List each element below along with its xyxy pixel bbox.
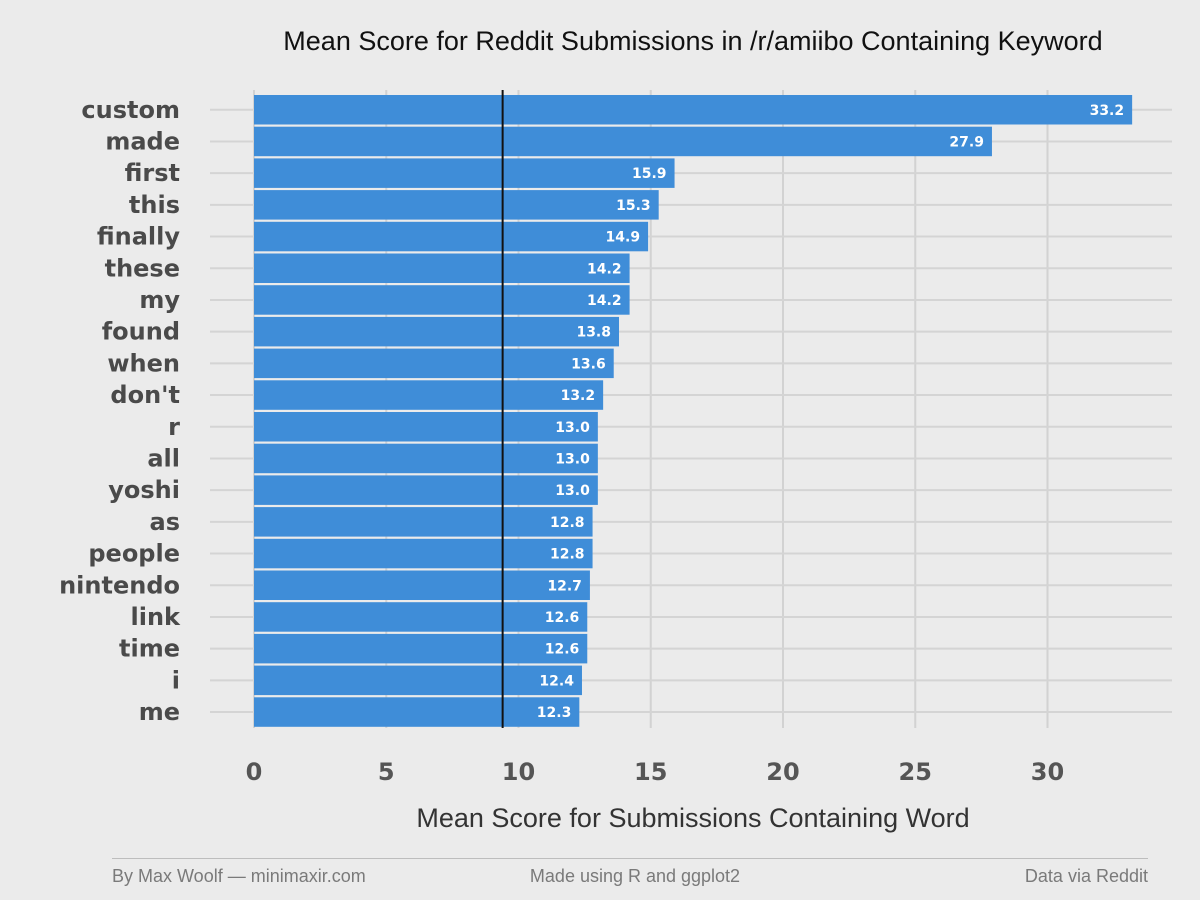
bar-this <box>254 190 659 220</box>
data-label: 12.7 <box>547 578 582 594</box>
category-label: my <box>139 286 180 314</box>
data-label: 14.9 <box>606 230 641 246</box>
category-label: nintendo <box>59 571 180 599</box>
data-label: 12.3 <box>537 705 572 721</box>
bar-as <box>254 507 593 537</box>
bar-made <box>254 126 992 157</box>
bar-link <box>254 602 588 632</box>
category-label: these <box>105 254 180 282</box>
bar-my <box>254 285 630 315</box>
data-label: 12.8 <box>550 515 585 531</box>
bar-custom <box>254 95 1133 125</box>
x-tick-label: 30 <box>1031 758 1064 786</box>
x-tick-label: 0 <box>246 758 263 786</box>
data-label: 27.9 <box>949 134 984 150</box>
bar-all <box>254 443 598 474</box>
data-label: 13.8 <box>576 325 611 341</box>
category-label: found <box>102 318 180 346</box>
data-label: 12.8 <box>550 547 585 563</box>
x-axis-label: Mean Score for Submissions Containing Wo… <box>416 803 970 833</box>
bar-people <box>254 538 593 569</box>
chart-title: Mean Score for Reddit Submissions in /r/… <box>283 26 1103 56</box>
x-tick-label: 20 <box>766 758 799 786</box>
data-label: 33.2 <box>1090 103 1125 119</box>
category-label: finally <box>97 223 181 251</box>
x-tick-label: 25 <box>899 758 932 786</box>
data-label: 14.2 <box>587 261 622 277</box>
category-label: people <box>88 540 180 568</box>
bar-yoshi <box>254 475 598 505</box>
bar-finally <box>254 221 649 252</box>
bar-r <box>254 412 598 442</box>
data-label: 13.0 <box>555 420 590 436</box>
bar-me <box>254 697 580 727</box>
x-tick-label: 10 <box>502 758 535 786</box>
category-label: r <box>168 413 180 441</box>
category-label: me <box>139 698 180 726</box>
footer-credit: By Max Woolf — minimaxir.com <box>112 866 366 886</box>
data-label: 13.0 <box>555 483 590 499</box>
category-label: when <box>107 349 180 377</box>
category-label: custom <box>81 96 180 124</box>
category-label: all <box>147 444 180 472</box>
category-label: made <box>105 127 180 155</box>
bar-don't <box>254 380 604 410</box>
x-tick-label: 15 <box>634 758 667 786</box>
data-label: 12.6 <box>545 610 580 626</box>
data-label: 12.4 <box>539 673 574 689</box>
bar-first <box>254 158 675 188</box>
data-label: 15.9 <box>632 166 667 182</box>
data-label: 13.2 <box>561 388 596 404</box>
data-label: 15.3 <box>616 198 651 214</box>
category-label: time <box>119 635 180 663</box>
data-label: 13.6 <box>571 356 606 372</box>
category-label: this <box>129 191 180 219</box>
bar-when <box>254 348 614 379</box>
category-label: first <box>125 159 180 187</box>
footer-tools: Made using R and ggplot2 <box>529 866 741 886</box>
category-label: i <box>172 666 180 694</box>
bar-i <box>254 665 582 696</box>
data-label: 13.0 <box>555 451 590 467</box>
x-tick-label: 5 <box>378 758 395 786</box>
footer-divider <box>112 858 1148 859</box>
bar-found <box>254 316 620 347</box>
bar-time <box>254 633 588 664</box>
data-label: 14.2 <box>587 293 622 309</box>
category-label: don't <box>110 381 180 409</box>
bar-these <box>254 253 630 283</box>
data-label: 12.6 <box>545 642 580 658</box>
category-label: yoshi <box>108 476 180 504</box>
category-label: as <box>150 508 180 536</box>
bar-nintendo <box>254 570 590 600</box>
category-label: link <box>131 603 182 631</box>
footer-source: Data via Reddit <box>1024 866 1148 886</box>
